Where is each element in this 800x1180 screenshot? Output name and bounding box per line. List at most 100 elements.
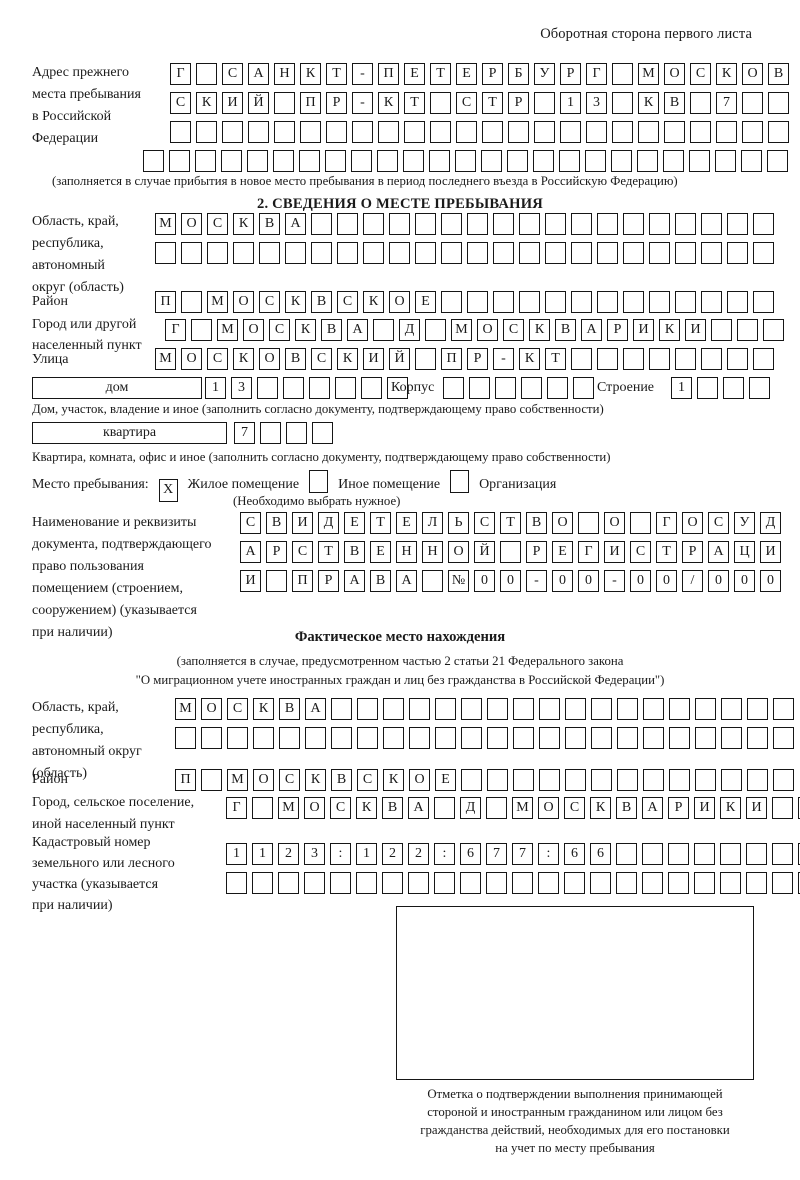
s3-city-cell-22[interactable] <box>772 797 793 819</box>
s2-flat-cell-1[interactable]: 7 <box>234 422 255 444</box>
s3-region-r2-cell-15[interactable] <box>539 727 560 749</box>
s2-region-r2-cell-10[interactable] <box>389 242 410 264</box>
s2-doc-r2-cell-21[interactable]: И <box>760 541 781 563</box>
s2-doc-r2-cell-11[interactable] <box>500 541 521 563</box>
s2-house-cell-5[interactable] <box>309 377 330 399</box>
s2-district-cell-4[interactable]: О <box>233 291 254 313</box>
s3-region-r1-cell-19[interactable] <box>643 698 664 720</box>
s2-doc-r2-cell-1[interactable]: А <box>240 541 261 563</box>
s2-district-cell-9[interactable]: К <box>363 291 384 313</box>
s2-street-cell-19[interactable] <box>623 348 644 370</box>
s2-region-r2-cell-2[interactable] <box>181 242 202 264</box>
prev-address-r4-cell-15[interactable] <box>507 150 528 172</box>
s3-cadastre-r1-cell-9[interactable]: : <box>434 843 455 865</box>
s3-region-row-2[interactable] <box>175 727 799 749</box>
s3-city-cell-12[interactable]: М <box>512 797 533 819</box>
s2-doc-r3-cell-14[interactable]: 0 <box>578 570 599 592</box>
prev-address-r4-cell-12[interactable] <box>429 150 450 172</box>
s3-region-r2-cell-23[interactable] <box>747 727 768 749</box>
s2-doc-r3-cell-5[interactable]: А <box>344 570 365 592</box>
prev-address-r1-cell-12[interactable]: Е <box>456 63 477 85</box>
s3-cadastre-r1-cell-11[interactable]: 7 <box>486 843 507 865</box>
prev-address-r4-cell-21[interactable] <box>663 150 684 172</box>
s3-region-r2-cell-19[interactable] <box>643 727 664 749</box>
s2-doc-r3-cell-19[interactable]: 0 <box>708 570 729 592</box>
confirmation-stamp-box[interactable] <box>396 906 754 1080</box>
s2-doc-r1-cell-21[interactable]: Д <box>760 512 781 534</box>
s2-city-cell-5[interactable]: С <box>269 319 290 341</box>
s3-district-cell-15[interactable] <box>539 769 560 791</box>
s3-region-r1-cell-10[interactable] <box>409 698 430 720</box>
s3-cadastre-r1-cell-2[interactable]: 1 <box>252 843 273 865</box>
s2-street-cell-2[interactable]: О <box>181 348 202 370</box>
s2-region-r1-cell-6[interactable]: А <box>285 213 306 235</box>
s2-street-cell-6[interactable]: В <box>285 348 306 370</box>
prev-address-r1-cell-14[interactable]: Б <box>508 63 529 85</box>
prev-address-r2-cell-23[interactable] <box>742 92 763 114</box>
s2-region-r2-cell-8[interactable] <box>337 242 358 264</box>
s2-city-cell-15[interactable]: К <box>529 319 550 341</box>
s2-street-cell-5[interactable]: О <box>259 348 280 370</box>
prev-address-r3-cell-14[interactable] <box>508 121 529 143</box>
s2-doc-r1-cell-6[interactable]: Т <box>370 512 391 534</box>
prev-address-r3-cell-20[interactable] <box>664 121 685 143</box>
s2-doc-r3-cell-15[interactable]: - <box>604 570 625 592</box>
s2-city-cell-23[interactable] <box>737 319 758 341</box>
prev-address-r3-cell-19[interactable] <box>638 121 659 143</box>
s2-doc-r2-cell-4[interactable]: Т <box>318 541 339 563</box>
s3-district-cell-6[interactable]: К <box>305 769 326 791</box>
s3-cadastre-r1-cell-18[interactable] <box>668 843 689 865</box>
prev-address-r4-cell-5[interactable] <box>247 150 268 172</box>
s2-street-cell-1[interactable]: М <box>155 348 176 370</box>
prev-address-r2-cell-21[interactable] <box>690 92 711 114</box>
s2-region-r1-cell-7[interactable] <box>311 213 332 235</box>
s3-region-r1-cell-14[interactable] <box>513 698 534 720</box>
s2-city-cell-11[interactable] <box>425 319 446 341</box>
s2-district-cell-3[interactable]: М <box>207 291 228 313</box>
s2-region-r1-cell-21[interactable] <box>675 213 696 235</box>
s2-stroenie-row[interactable]: 1 <box>671 377 775 399</box>
prev-address-r1-cell-18[interactable] <box>612 63 633 85</box>
s2-house-cell-2[interactable]: 3 <box>231 377 252 399</box>
s2-flat-field-label[interactable]: квартира <box>32 422 227 444</box>
s2-region-r2-cell-12[interactable] <box>441 242 462 264</box>
prev-address-r1-cell-16[interactable]: Р <box>560 63 581 85</box>
s2-city-cell-13[interactable]: О <box>477 319 498 341</box>
s3-cadastre-r2-cell-8[interactable] <box>408 872 429 894</box>
prev-address-r2-cell-2[interactable]: К <box>196 92 217 114</box>
s2-house-cell-6[interactable] <box>335 377 356 399</box>
s2-region-r1-cell-5[interactable]: В <box>259 213 280 235</box>
s3-district-cell-10[interactable]: О <box>409 769 430 791</box>
s2-city-cell-10[interactable]: Д <box>399 319 420 341</box>
s2-city-cell-17[interactable]: А <box>581 319 602 341</box>
s3-cadastre-r1-cell-15[interactable]: 6 <box>590 843 611 865</box>
s2-doc-r2-cell-19[interactable]: А <box>708 541 729 563</box>
s2-doc-r2-cell-16[interactable]: С <box>630 541 651 563</box>
s2-city-cell-19[interactable]: И <box>633 319 654 341</box>
s2-region-r1-cell-9[interactable] <box>363 213 384 235</box>
s2-region-r2-cell-21[interactable] <box>675 242 696 264</box>
s2-street-cell-16[interactable]: Т <box>545 348 566 370</box>
s2-region-r2-cell-15[interactable] <box>519 242 540 264</box>
s3-district-cell-24[interactable] <box>773 769 794 791</box>
s2-stroenie-cell-3[interactable] <box>723 377 744 399</box>
s2-doc-r1-cell-13[interactable]: О <box>552 512 573 534</box>
s2-doc-r1-cell-5[interactable]: Е <box>344 512 365 534</box>
s2-doc-r1-cell-14[interactable] <box>578 512 599 534</box>
prev-address-row-4[interactable] <box>143 150 793 172</box>
s2-city-cell-7[interactable]: В <box>321 319 342 341</box>
s2-doc-r1-cell-18[interactable]: О <box>682 512 703 534</box>
s2-doc-r2-cell-13[interactable]: Е <box>552 541 573 563</box>
prev-address-r2-cell-20[interactable]: В <box>664 92 685 114</box>
prev-address-r4-cell-13[interactable] <box>455 150 476 172</box>
s2-street-cell-23[interactable] <box>727 348 748 370</box>
s3-cadastre-r1-cell-1[interactable]: 1 <box>226 843 247 865</box>
prev-address-r2-cell-18[interactable] <box>612 92 633 114</box>
s3-cadastre-r2-cell-17[interactable] <box>642 872 663 894</box>
s3-cadastre-r1-cell-4[interactable]: 3 <box>304 843 325 865</box>
s2-region-r1-cell-10[interactable] <box>389 213 410 235</box>
s3-cadastre-r1-cell-6[interactable]: 1 <box>356 843 377 865</box>
s2-doc-r1-cell-9[interactable]: Ь <box>448 512 469 534</box>
